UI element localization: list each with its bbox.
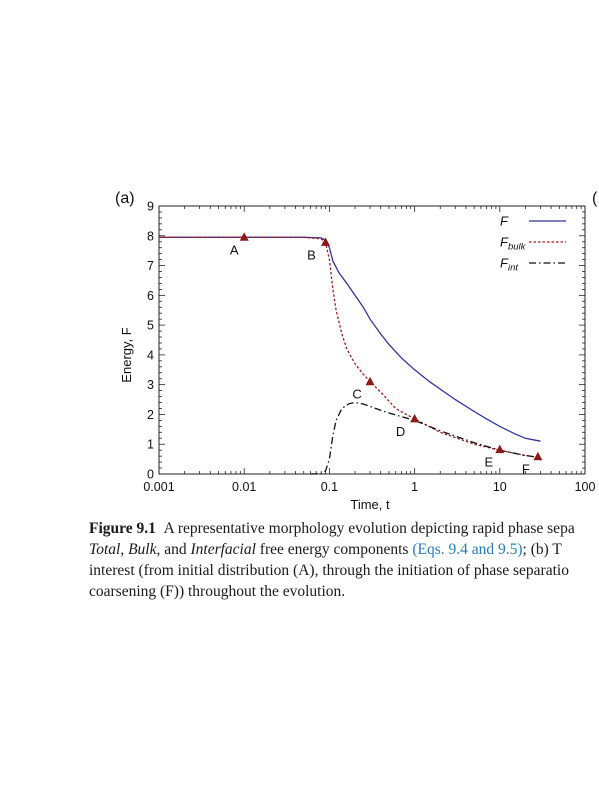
y-tick-label: 1 <box>147 438 154 452</box>
caption-bulk: Bulk <box>128 541 157 558</box>
y-tick-label: 8 <box>147 229 154 243</box>
legend-subscript: bulk <box>508 242 527 253</box>
y-tick-label: 9 <box>147 200 154 214</box>
plot-frame <box>158 205 586 475</box>
marker-label-c: C <box>352 387 361 402</box>
legend-subscript: int <box>508 263 518 274</box>
marker-label-d: D <box>396 424 405 439</box>
x-axis-label: Time, t <box>350 497 390 512</box>
marker-label-a: A <box>230 242 239 257</box>
marker-label-f: F <box>522 462 530 477</box>
equation-reference-link[interactable]: (Eqs. 9.4 and 9.5) <box>412 541 523 558</box>
line-chart: 0.001 0.01 0.1 1 10 100 0 1 2 3 4 5 6 7 8 9 A B C D E F F Fbulk… <box>143 200 595 495</box>
caption-total: Total <box>89 541 121 558</box>
series-line-fbulk <box>159 236 541 459</box>
legend-label-fint: Fint <box>500 256 518 274</box>
x-tick-label: 100 <box>575 480 596 494</box>
marker-a <box>239 232 249 241</box>
caption-line-1: Figure 9.1 A representative morphology e… <box>89 518 599 539</box>
y-tick-label: 4 <box>147 348 154 362</box>
y-tick-label: 2 <box>147 408 154 422</box>
caption-figure-label: Figure 9.1 <box>89 520 156 537</box>
caption-sep-2: , and <box>156 541 191 558</box>
legend-label-f: F <box>500 214 509 229</box>
series-line-fint <box>310 401 541 475</box>
caption-line-4: coarsening (F)) throughout the evolution… <box>89 583 346 600</box>
marker-d <box>410 413 420 423</box>
legend-label-fbulk: Fbulk <box>500 235 527 253</box>
caption-sep-1: , <box>120 541 129 558</box>
y-tick-label: 3 <box>147 378 154 392</box>
x-tick-label: 0.1 <box>321 480 338 494</box>
marker-e <box>495 444 505 454</box>
marker-f <box>533 451 543 461</box>
y-axis-label: Energy, F <box>119 327 134 382</box>
caption-text-1: A representative morphology evolution de… <box>163 520 575 537</box>
caption-line-2: Total, Bulk, and Interfacial free energy… <box>89 539 599 560</box>
y-tick-label: 6 <box>147 289 154 303</box>
y-tick-label: 7 <box>147 259 154 273</box>
caption-line-3: interest (from initial distribution (A),… <box>89 562 569 579</box>
caption-interfacial: Interfacial <box>190 541 256 558</box>
x-tick-label: 10 <box>493 480 507 494</box>
caption-end: ; (b) T <box>522 541 562 558</box>
marker-b <box>321 237 331 246</box>
panel-label: (a) <box>115 190 135 207</box>
figure-caption: Figure 9.1 A representative morphology e… <box>89 518 599 602</box>
y-tick-label: 0 <box>147 468 154 482</box>
y-tick-label: 5 <box>147 319 154 333</box>
caption-mid: free energy components <box>255 541 413 558</box>
x-tick-label: 0.001 <box>143 480 174 494</box>
series-line-f <box>159 236 541 442</box>
next-panel-label: ( <box>592 190 598 207</box>
marker-label-e: E <box>484 455 493 470</box>
marker-c <box>365 376 375 386</box>
x-tick-label: 0.01 <box>232 480 256 494</box>
marker-label-b: B <box>307 247 316 262</box>
figure-panel-a: (a) ( 0.001 0.01 0.1 1 10 100 0 1 2 3 4 5 6 7 8 9 A B C D E F… <box>115 190 598 512</box>
x-tick-label: 1 <box>411 480 418 494</box>
